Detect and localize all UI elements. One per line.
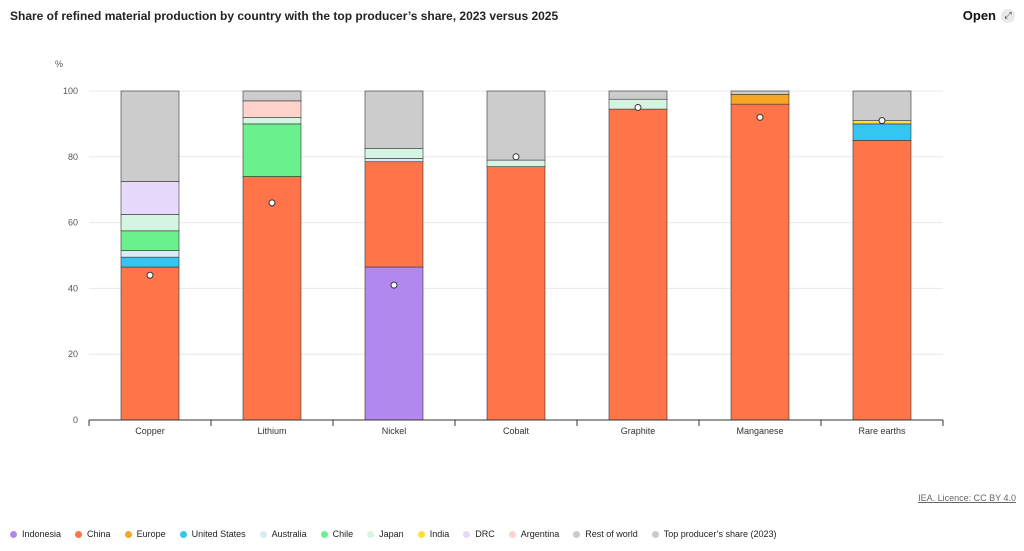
legend-label: Europe	[136, 529, 166, 539]
bar-segment-china	[120, 266, 180, 421]
legend-item[interactable]: Europe	[124, 529, 166, 539]
bar-segment-indonesia	[364, 266, 424, 421]
expand-icon: ⤢	[1001, 8, 1015, 23]
legend-swatch	[508, 530, 516, 538]
legend-swatch	[573, 530, 581, 538]
bar-segment-rest-of-world	[608, 90, 668, 100]
bar-segment-rest-of-world	[486, 90, 546, 161]
bar-segment-china	[852, 140, 912, 421]
bar-segment-china	[730, 103, 790, 421]
x-tick-label: Manganese	[736, 426, 783, 436]
top-producer-share-marker	[512, 153, 520, 161]
bar-segment-chile	[242, 123, 302, 177]
bar-segment-japan	[486, 159, 546, 167]
top-producer-share-marker	[268, 199, 276, 207]
legend-item[interactable]: Chile	[320, 529, 354, 539]
bar-segment-rest-of-world	[852, 90, 912, 121]
x-tick-label: Lithium	[257, 426, 286, 436]
bar-segment-united-states	[120, 256, 180, 268]
legend-item[interactable]: Top producer’s share (2023)	[651, 529, 777, 539]
top-producer-share-marker	[634, 103, 642, 111]
open-button[interactable]: Open ⤢	[963, 8, 1015, 23]
legend-item[interactable]: India	[417, 529, 450, 539]
top-producer-share-marker	[878, 117, 886, 125]
legend-label: Chile	[332, 529, 354, 539]
bar-segment-europe	[730, 93, 790, 105]
legend-item[interactable]: Indonesia	[10, 529, 61, 539]
top-producer-share-marker	[756, 113, 764, 121]
legend-item[interactable]: Japan	[367, 529, 404, 539]
top-producer-share-marker	[146, 271, 154, 279]
stacked-bar-chart: % 0 20 40 60 80 100 Copper Lithium Nickel Cobalt Gr…	[55, 59, 944, 436]
legend-item[interactable]: China	[75, 529, 111, 539]
y-tick-label: 60	[68, 218, 78, 228]
bar-segment-japan	[242, 117, 302, 125]
x-tick-label: Copper	[135, 426, 165, 436]
legend-swatch	[417, 530, 425, 538]
legend-label: Indonesia	[22, 529, 62, 539]
bar-segment-china	[486, 166, 546, 421]
legend-label: Top producer’s share (2023)	[663, 529, 777, 539]
legend-swatch	[179, 530, 187, 538]
y-tick-label: 20	[68, 349, 78, 359]
legend-swatch	[124, 530, 132, 538]
bar-segment-china	[242, 176, 302, 421]
legend-label: Rest of world	[585, 529, 638, 539]
y-axis-unit-label: %	[55, 59, 63, 69]
bar-segment-argentina	[242, 100, 302, 118]
bar-segment-rest-of-world	[730, 90, 790, 95]
legend-swatch	[463, 530, 471, 538]
legend-swatch	[259, 530, 267, 538]
x-tick-label: Nickel	[382, 426, 407, 436]
bar-segment-united-states	[852, 123, 912, 141]
chart-title: Share of refined material production by …	[10, 9, 559, 23]
top-producer-share-marker	[390, 281, 398, 289]
legend-label: China	[87, 529, 111, 539]
y-tick-label: 80	[68, 152, 78, 162]
license-link[interactable]: IEA. Licence: CC BY 4.0	[918, 493, 1016, 503]
bar-segment-rest-of-world	[364, 90, 424, 149]
y-tick-label: 40	[68, 283, 78, 293]
bar-segment-rest-of-world	[120, 90, 180, 182]
open-label: Open	[962, 8, 996, 23]
legend-label: Australia	[271, 529, 307, 539]
legend-item[interactable]: Australia	[259, 529, 307, 539]
chart-legend: Indonesia China Europe United States Austral…	[10, 529, 777, 539]
bar-segment-japan	[364, 148, 424, 159]
bar-segment-drc	[120, 181, 180, 215]
bar-segment-china	[608, 108, 668, 421]
bar-segment-australia	[120, 250, 180, 258]
legend-label: India	[429, 529, 450, 539]
legend-swatch	[651, 530, 659, 538]
bar-segment-australia	[364, 158, 424, 163]
legend-item[interactable]: Rest of world	[573, 529, 638, 539]
legend-item[interactable]: United States	[179, 529, 246, 539]
bar-segment-japan	[120, 214, 180, 232]
x-tick-label: Graphite	[621, 426, 656, 436]
legend-swatch	[320, 530, 328, 538]
legend-label: DRC	[475, 529, 495, 539]
legend-swatch	[367, 530, 375, 538]
y-tick-label: 100	[63, 86, 78, 96]
bar-segment-rest-of-world	[242, 90, 302, 102]
bar-segment-china	[364, 161, 424, 268]
bar-segment-chile	[120, 230, 180, 251]
legend-label: Argentina	[520, 529, 560, 539]
legend-swatch	[75, 530, 83, 538]
legend-item[interactable]: DRC	[463, 529, 495, 539]
legend-swatch	[10, 530, 17, 538]
legend-label: Japan	[379, 529, 404, 539]
legend-item[interactable]: Argentina	[508, 529, 560, 539]
x-tick-label: Rare earths	[858, 426, 906, 436]
y-tick-label: 0	[73, 415, 78, 425]
legend-label: United States	[191, 529, 246, 539]
x-tick-label: Cobalt	[503, 426, 530, 436]
